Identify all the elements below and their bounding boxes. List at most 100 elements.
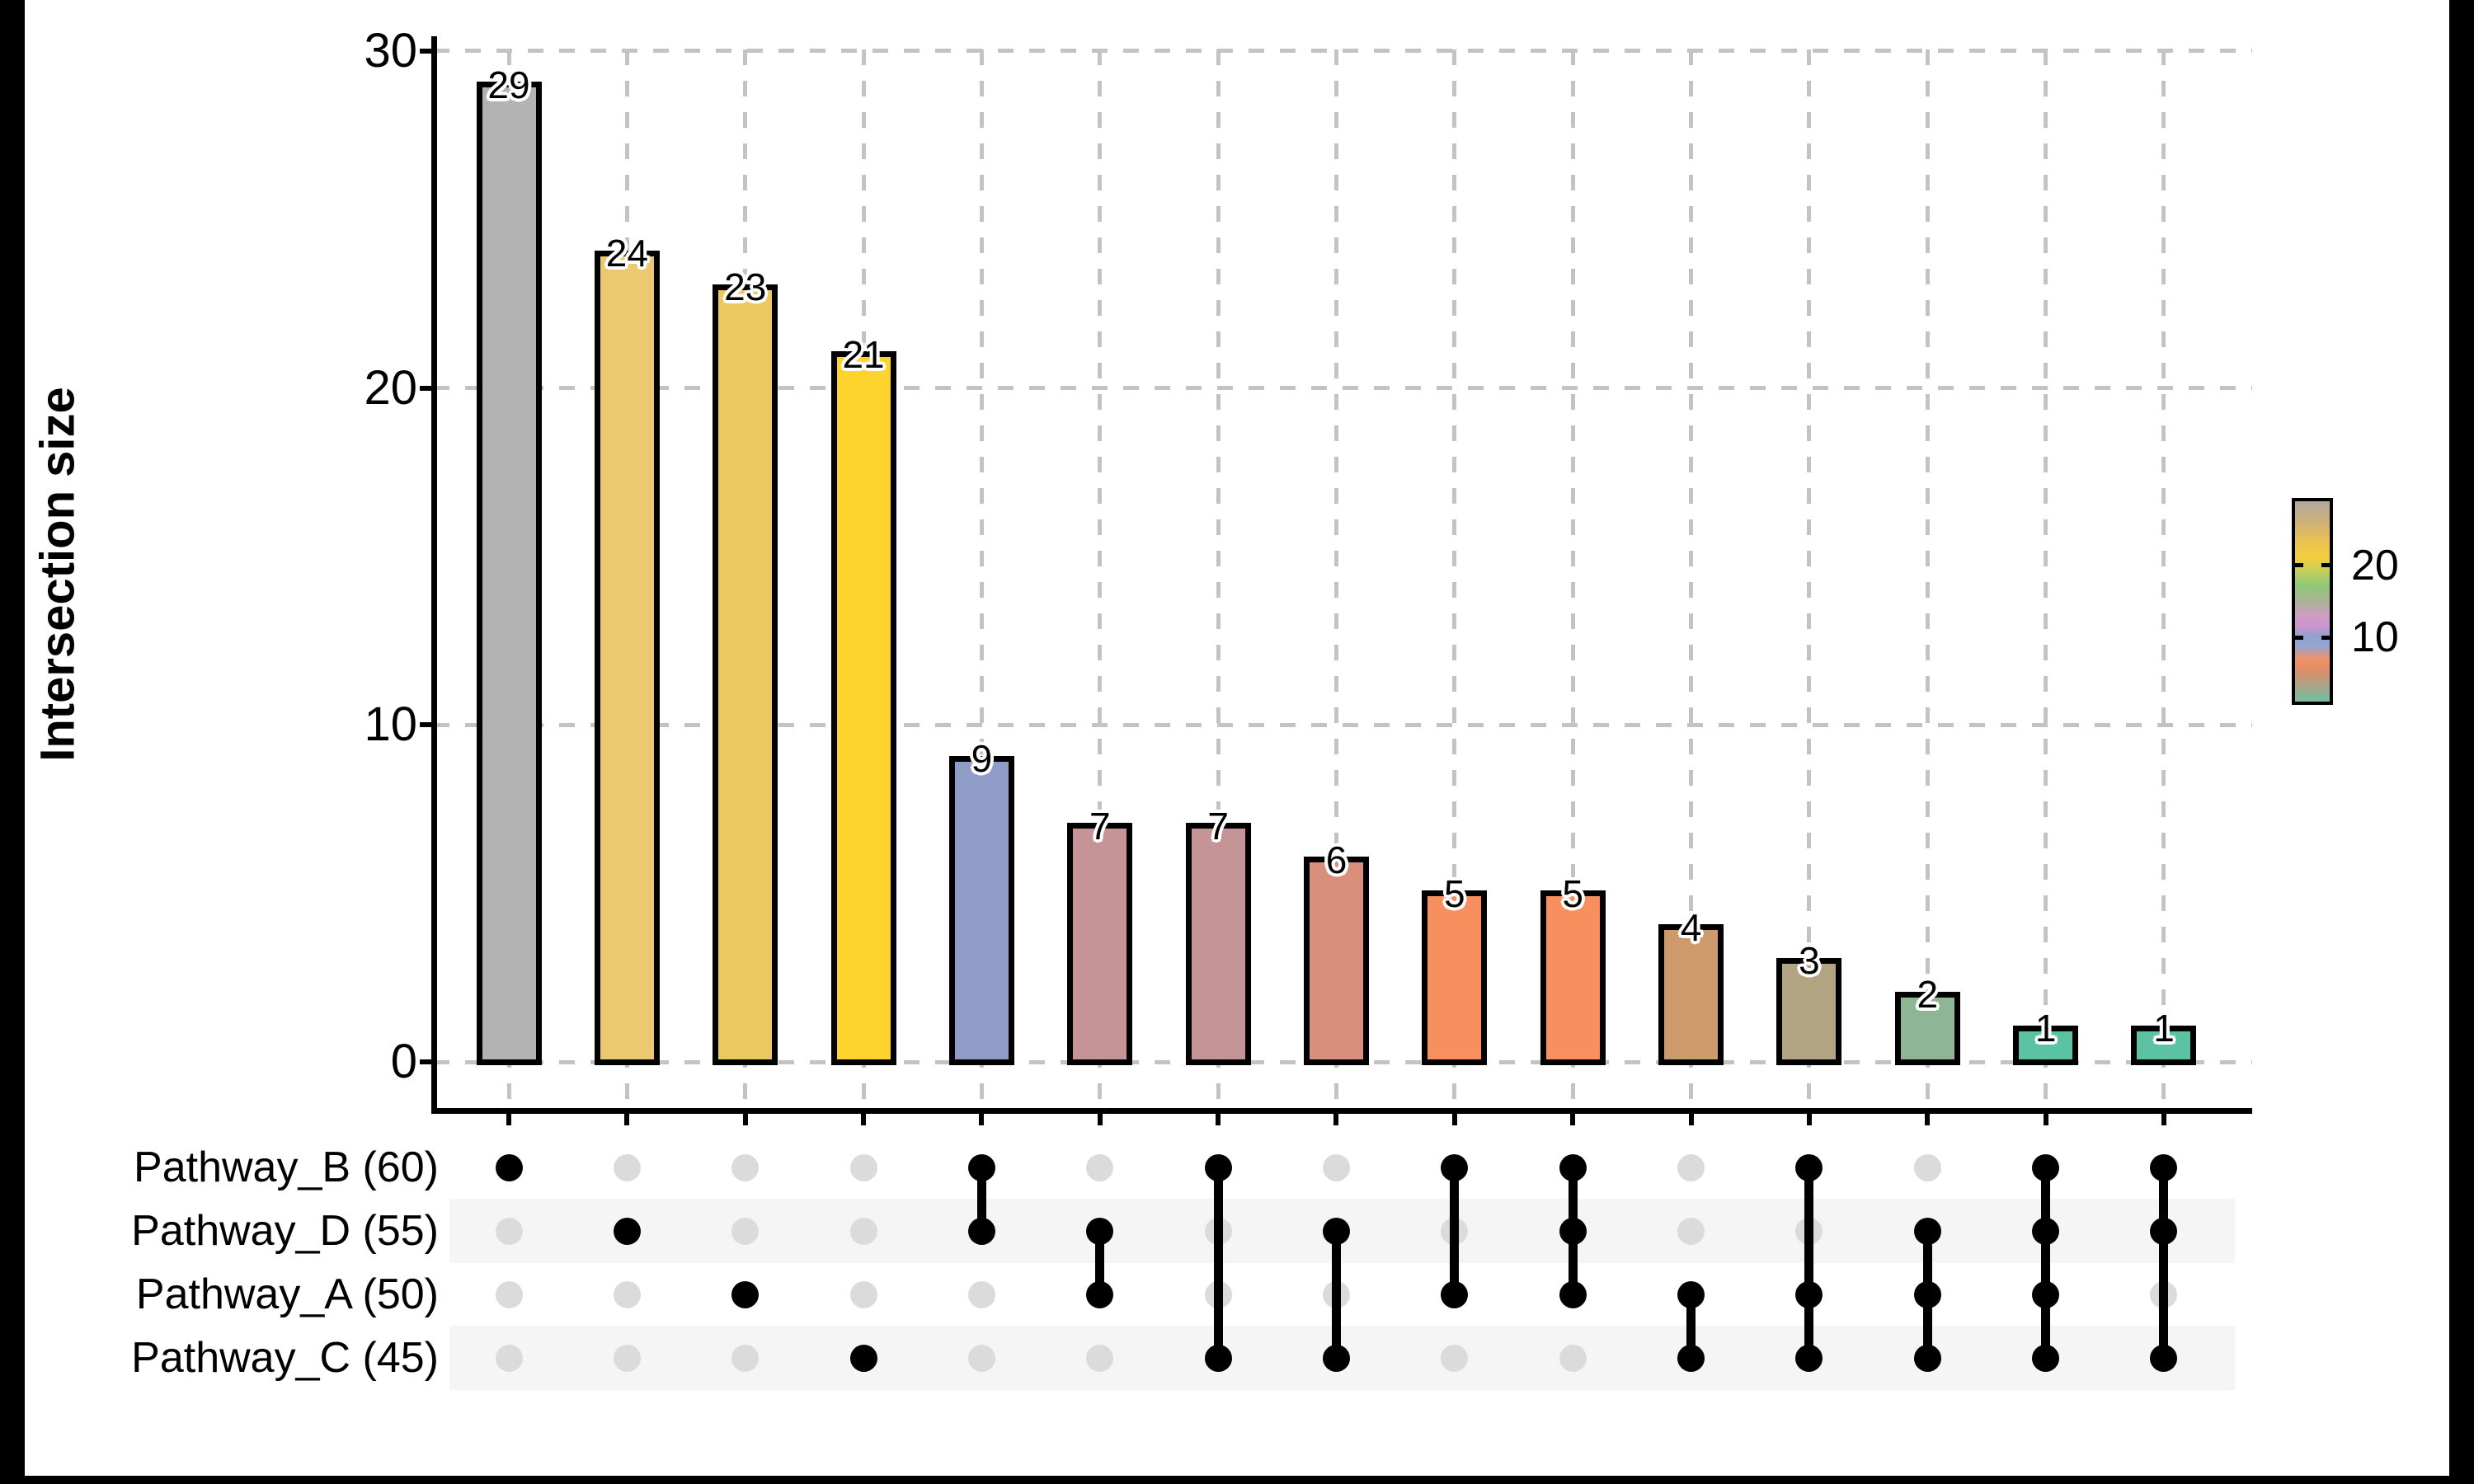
matrix-connector — [1213, 1167, 1223, 1358]
intersection-bar — [1540, 890, 1606, 1065]
vertical-gridline — [2044, 49, 2048, 1111]
matrix-dot-inactive — [1322, 1153, 1350, 1181]
intersection-bar — [594, 250, 660, 1065]
vertical-gridline — [1925, 49, 1930, 1111]
matrix-dot-inactive — [1086, 1344, 1114, 1372]
matrix-dot-inactive — [731, 1217, 760, 1245]
x-axis-tick — [2161, 1113, 2166, 1125]
vertical-gridline — [1216, 49, 1221, 1111]
bar-value-label: 2 — [1917, 973, 1939, 1017]
matrix-dot-inactive — [731, 1153, 760, 1181]
matrix-dot-inactive — [731, 1344, 760, 1372]
intersection-bar — [1422, 890, 1488, 1065]
matrix-dot-active — [495, 1153, 523, 1181]
intersection-bar — [2131, 1025, 2197, 1065]
x-axis-tick — [1097, 1113, 1103, 1125]
x-axis-tick — [1688, 1113, 1694, 1125]
x-axis-tick — [1333, 1113, 1339, 1125]
horizontal-gridline — [434, 722, 2252, 727]
y-axis-tick — [419, 1059, 431, 1064]
set-row-label: Pathway_A (50) — [135, 1270, 439, 1318]
set-row-label: Pathway_B (60) — [134, 1144, 439, 1191]
bar-value-label: 9 — [971, 737, 993, 781]
y-axis-title: Intersection size — [31, 387, 85, 762]
bar-value-label: 1 — [2034, 1007, 2057, 1050]
matrix-dot-active — [613, 1217, 641, 1245]
matrix-dot-inactive — [849, 1280, 877, 1308]
intersection-bar — [1303, 857, 1369, 1065]
x-axis-tick — [742, 1113, 748, 1125]
intersection-bar — [1776, 957, 1842, 1065]
matrix-dot-inactive — [1913, 1153, 1941, 1181]
y-axis-tick — [419, 722, 431, 728]
matrix-dot-inactive — [849, 1217, 877, 1245]
y-axis-tick — [419, 385, 431, 391]
matrix-dot-inactive — [1559, 1344, 1587, 1372]
matrix-dot-inactive — [967, 1344, 995, 1372]
x-axis-tick — [1570, 1113, 1576, 1125]
bar-value-label: 29 — [487, 63, 530, 106]
intersection-bar — [948, 755, 1014, 1065]
x-axis-tick — [624, 1113, 630, 1125]
y-tick-label: 30 — [364, 23, 417, 77]
bar-value-label: 24 — [605, 232, 648, 275]
bar-value-label: 23 — [724, 265, 767, 309]
matrix-connector — [1804, 1167, 1814, 1358]
matrix-dot-inactive — [849, 1153, 877, 1181]
matrix-connector — [1450, 1167, 1460, 1294]
matrix-dot-inactive — [495, 1344, 523, 1372]
matrix-connector — [1922, 1231, 1932, 1358]
matrix-dot-inactive — [1441, 1344, 1469, 1372]
y-tick-label: 20 — [364, 360, 417, 415]
matrix-connector — [2159, 1167, 2169, 1358]
matrix-dot-inactive — [1086, 1153, 1114, 1181]
colorbar-tick-left — [2292, 563, 2303, 568]
bar-value-label: 6 — [1325, 838, 1348, 881]
matrix-connector — [1686, 1294, 1696, 1358]
matrix-connector — [1095, 1231, 1105, 1294]
intersection-bar — [476, 82, 542, 1065]
x-axis-tick — [861, 1113, 867, 1125]
colorbar-tick-label: 10 — [2351, 613, 2399, 662]
bottom-border-strip — [0, 1476, 2474, 1484]
matrix-dot-inactive — [613, 1344, 641, 1372]
y-axis-line — [430, 36, 437, 1114]
matrix-dot-inactive — [1677, 1153, 1705, 1181]
intersection-bar — [1894, 991, 1960, 1065]
x-axis-tick — [979, 1113, 985, 1125]
intersection-bar — [713, 284, 778, 1065]
matrix-dot-active — [849, 1344, 877, 1372]
bar-value-label: 21 — [842, 332, 885, 376]
x-axis-tick — [1451, 1113, 1457, 1125]
colorbar-tick-right — [2321, 563, 2333, 568]
matrix-dot-inactive — [1677, 1217, 1705, 1245]
left-border-strip — [0, 0, 25, 1484]
right-border-strip — [2449, 0, 2474, 1484]
intersection-bar — [2013, 1025, 2079, 1065]
matrix-dot-inactive — [613, 1280, 641, 1308]
vertical-gridline — [1098, 49, 1103, 1111]
intersection-bar — [1067, 823, 1133, 1065]
x-axis-tick — [1806, 1113, 1812, 1125]
bar-value-label: 5 — [1444, 871, 1465, 915]
bar-value-label: 5 — [1562, 871, 1583, 915]
set-row-label: Pathway_D (55) — [131, 1207, 439, 1255]
matrix-connector — [1331, 1231, 1341, 1358]
x-axis-tick — [2043, 1113, 2048, 1125]
matrix-dot-inactive — [967, 1280, 995, 1308]
vertical-gridline — [1689, 49, 1694, 1111]
bar-value-label: 7 — [1207, 804, 1229, 848]
vertical-gridline — [979, 49, 984, 1111]
matrix-connector — [1568, 1167, 1578, 1294]
y-tick-label: 10 — [364, 697, 417, 752]
colorbar-legend — [2292, 498, 2333, 705]
vertical-gridline — [1333, 49, 1338, 1111]
intersection-bar — [830, 351, 896, 1065]
matrix-dot-inactive — [613, 1153, 641, 1181]
matrix-dot-inactive — [495, 1280, 523, 1308]
bar-value-label: 4 — [1680, 905, 1702, 949]
x-axis-line — [430, 1107, 2252, 1114]
vertical-gridline — [2161, 49, 2166, 1111]
x-axis-tick — [1925, 1113, 1931, 1125]
